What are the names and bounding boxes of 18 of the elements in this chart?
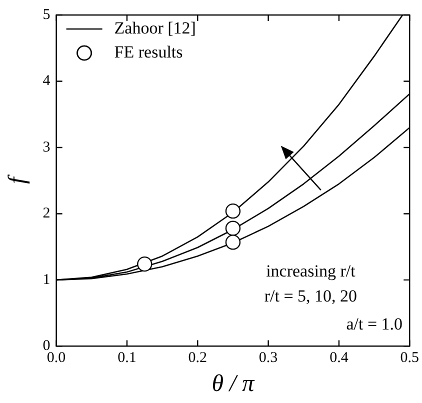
y-tick-label: 3 [42, 139, 50, 156]
x-tick-label: 0.4 [330, 350, 349, 366]
x-tick-label: 0.5 [400, 350, 419, 366]
x-tick-label: 0.2 [188, 350, 208, 366]
y-tick-label: 4 [42, 73, 51, 90]
annotation: r/t = 5, 10, 20 [264, 286, 358, 306]
y-tick-label: 5 [42, 6, 50, 23]
legend-label: FE results [114, 42, 183, 62]
y-axis-title: f [4, 174, 31, 184]
y-tick-label: 2 [42, 206, 50, 222]
x-tick-label: 0.1 [118, 350, 136, 366]
y-tick-label: 1 [42, 272, 50, 288]
annotation: increasing r/t [266, 261, 356, 280]
x-axis-title: θ / π [212, 370, 256, 397]
legend-label: Zahoor [12] [114, 18, 196, 38]
x-tick-label: 0.3 [258, 350, 278, 366]
x-tick-label: 0.0 [46, 350, 66, 366]
annotation: a/t = 1.0 [346, 314, 403, 334]
